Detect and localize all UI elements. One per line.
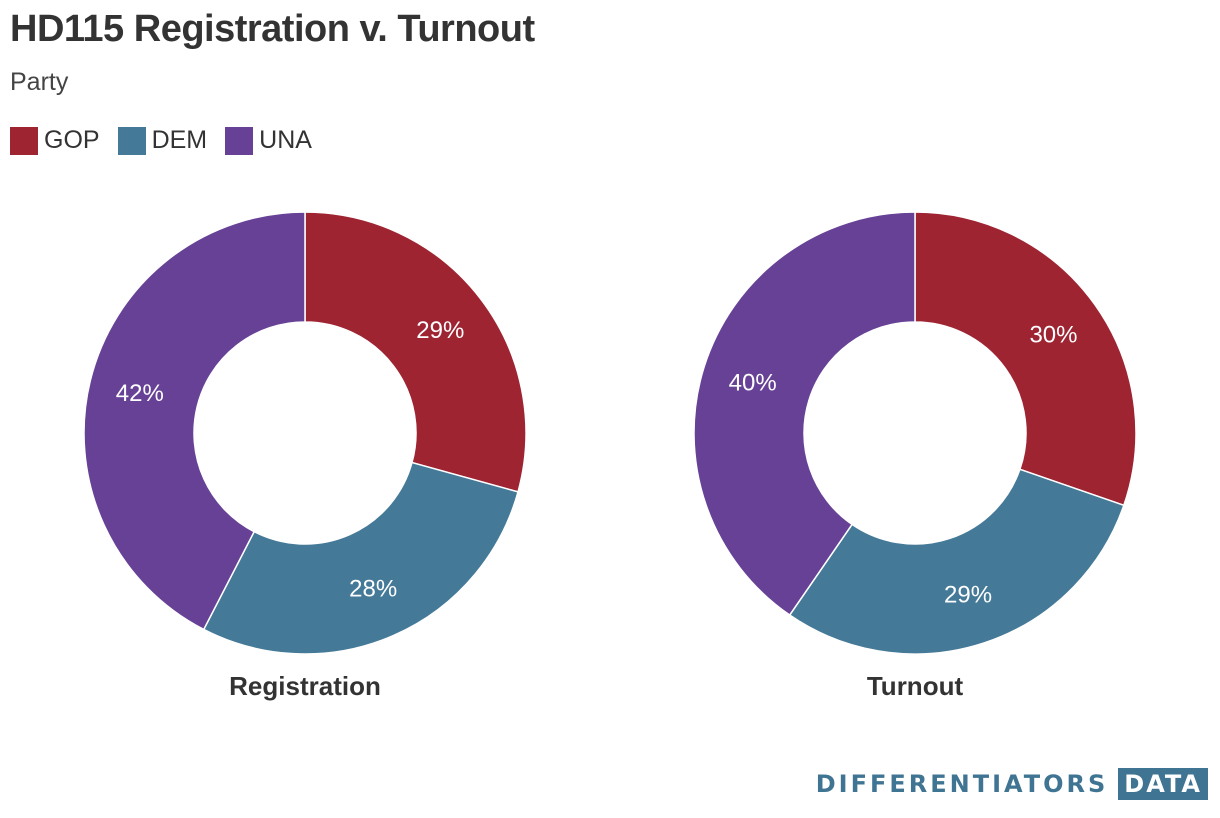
chart-label-turnout: Turnout [867,671,964,701]
legend-label-dem: DEM [151,126,208,154]
slice-label-dem: 28% [349,576,397,603]
legend: GOP DEM UNA [10,126,330,155]
legend-label-una: UNA [259,126,312,154]
slice-label-gop: 30% [1029,321,1077,348]
legend-item-dem: DEM [117,126,208,155]
slice-label-gop: 29% [416,317,464,344]
legend-swatch-dem [117,126,146,155]
chart-subtitle: Party [10,68,69,96]
slice-label-dem: 29% [944,582,992,609]
slice-gop [304,211,527,493]
slice-label-una: 42% [116,380,164,407]
chart-title: HD115 Registration v. Turnout [10,8,535,50]
donut-turnout: 30% 29% 40% Turnout [693,211,1137,701]
legend-item-una: UNA [225,126,312,155]
legend-swatch-gop [10,126,38,155]
chart-label-registration: Registration [229,671,381,701]
brand-name: DIFFERENTIATORS [815,770,1109,798]
slice-label-una: 40% [729,370,777,397]
slice-una [693,211,916,617]
legend-item-gop: GOP [10,126,100,155]
slice-gop [914,211,1137,507]
legend-swatch-una [225,126,254,155]
brand-logo: DIFFERENTIATORS DATA [816,768,1208,800]
donut-registration: 29% 28% 42% Registration [83,211,527,701]
slice-una [83,211,306,631]
legend-label-gop: GOP [44,126,100,154]
slice-dem [788,468,1125,655]
brand-suffix: DATA [1118,768,1208,800]
slice-dem [202,461,519,655]
